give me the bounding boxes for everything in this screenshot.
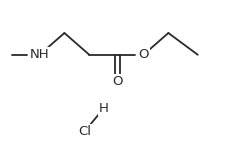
- Text: H: H: [99, 102, 108, 114]
- Text: O: O: [112, 75, 122, 88]
- Text: O: O: [138, 48, 148, 61]
- Text: NH: NH: [30, 48, 49, 61]
- Text: Cl: Cl: [78, 125, 91, 138]
